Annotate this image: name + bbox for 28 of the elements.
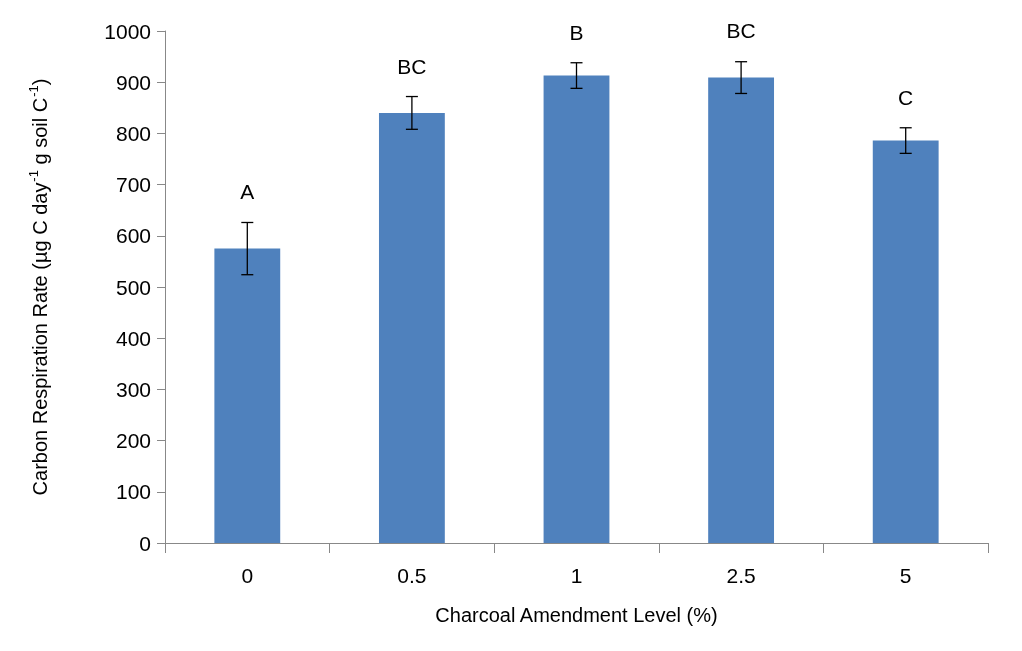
y-axis-title: Carbon Respiration Rate (µg C day-1 g soil C-1) — [26, 78, 51, 496]
y-tick-label: 700 — [115, 173, 151, 197]
x-tick-label: 0.5 — [397, 564, 427, 587]
x-tick-label: 0 — [241, 564, 254, 587]
bar — [543, 75, 610, 543]
y-tick-label: 900 — [115, 70, 151, 94]
y-tick-label: 200 — [115, 429, 151, 453]
annotation: BC — [397, 54, 427, 78]
y-tick-label: 300 — [115, 377, 151, 401]
bar — [708, 77, 775, 543]
bar — [214, 248, 281, 543]
bar — [872, 140, 939, 543]
y-tick-label: 400 — [115, 326, 151, 350]
y-tick-label: 100 — [115, 480, 151, 504]
y-tick-label: 800 — [115, 121, 151, 145]
x-axis-title: Charcoal Amendment Level (%) — [435, 604, 718, 626]
annotation: C — [898, 85, 914, 109]
x-tick-label: 2.5 — [726, 564, 756, 587]
bar — [378, 112, 445, 543]
annotation: A — [240, 179, 255, 203]
x-tick-label: 1 — [570, 564, 583, 587]
y-tick-label: 600 — [115, 224, 151, 248]
y-tick-label: 1000 — [104, 19, 151, 43]
x-tick-label: 5 — [899, 564, 912, 587]
annotation: BC — [726, 19, 756, 43]
annotation: B — [569, 20, 584, 44]
y-tick-label: 0 — [139, 531, 151, 555]
y-tick-label: 500 — [115, 275, 151, 299]
